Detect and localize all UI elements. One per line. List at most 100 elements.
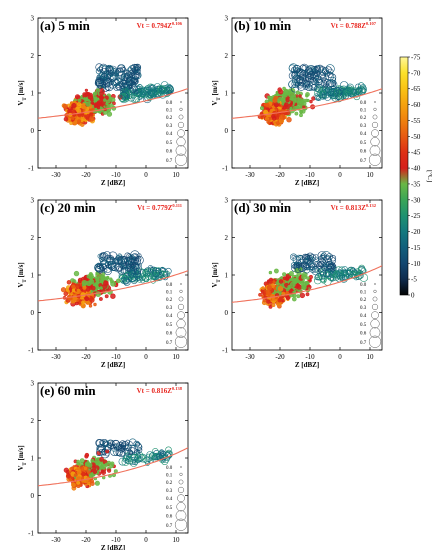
data-point: [79, 458, 85, 463]
data-point: [69, 121, 73, 125]
data-point: [146, 83, 155, 93]
data-point: [76, 469, 82, 475]
data-point: [323, 262, 328, 268]
data-point: [143, 270, 150, 277]
data-point: [294, 111, 299, 116]
size-legend-circle: [176, 319, 186, 329]
data-point: [258, 293, 262, 297]
data-point: [157, 85, 165, 93]
data-point: [118, 272, 126, 279]
data-point: [299, 79, 306, 86]
data-point: [313, 256, 319, 262]
data-point: [158, 450, 164, 456]
y-tick-label: 0: [225, 309, 229, 317]
size-legend-label: 0.0: [166, 101, 173, 106]
y-tick-label: 1: [31, 272, 35, 280]
data-point: [329, 254, 337, 262]
data-point: [355, 83, 361, 90]
size-legend-label: 0.6: [360, 150, 367, 155]
data-point: [350, 88, 357, 95]
data-point: [164, 451, 171, 458]
data-point: [302, 253, 309, 261]
data-point: [279, 114, 285, 120]
data-point: [297, 100, 302, 106]
y-tick-label: 2: [225, 52, 229, 60]
data-point: [306, 276, 310, 280]
x-axis-label: Z [dBZ]: [295, 361, 319, 369]
data-point: [118, 444, 125, 452]
data-point: [94, 480, 100, 486]
data-point: [294, 261, 300, 268]
data-point: [117, 64, 126, 73]
y-tick-label: -1: [222, 165, 228, 173]
fit-curve: [38, 88, 188, 119]
data-point: [165, 446, 172, 453]
data-point: [296, 294, 301, 299]
data-point: [123, 448, 131, 456]
data-point: [129, 254, 135, 260]
data-point: [62, 103, 68, 109]
size-legend-circle: [175, 145, 187, 156]
y-tick-label: 1: [31, 455, 35, 463]
y-tick-label: 2: [225, 234, 229, 242]
data-point: [167, 89, 172, 94]
y-tick-label: 1: [31, 90, 35, 98]
data-point: [282, 272, 287, 277]
size-legend-circle: [178, 114, 184, 120]
colorbar-tick-label: -5: [411, 276, 417, 284]
data-point: [77, 279, 82, 284]
y-tick-label: 2: [31, 417, 35, 425]
data-point: [93, 302, 97, 307]
panel-title: (c) 20 min: [40, 200, 96, 215]
fit-equation: Vt = 0.788Z0.107: [331, 21, 377, 30]
data-point: [290, 84, 300, 93]
size-legend-label: 0.1: [166, 473, 173, 478]
data-point: [136, 447, 143, 453]
data-point: [76, 480, 81, 485]
data-point: [292, 296, 297, 302]
size-legend-circle: [175, 327, 187, 338]
data-point: [134, 270, 140, 275]
colorbar-tick-label: -55: [411, 117, 421, 125]
data-point: [308, 81, 313, 87]
data-point: [148, 266, 155, 273]
data-point: [269, 280, 273, 285]
data-point: [92, 91, 98, 96]
data-point: [288, 271, 294, 277]
data-point: [105, 66, 111, 72]
size-legend-label: 0.5: [166, 141, 173, 146]
data-point: [99, 91, 104, 96]
data-point: [315, 272, 323, 281]
data-point: [321, 80, 328, 87]
data-point: [297, 262, 307, 272]
data-point: [95, 63, 103, 71]
data-point: [320, 253, 326, 258]
y-tick-label: 0: [225, 127, 229, 135]
data-point: [103, 251, 111, 259]
size-legend-circle: [179, 472, 183, 476]
panel-title: (b) 10 min: [234, 18, 292, 33]
data-point: [65, 473, 71, 479]
data-point: [135, 276, 141, 281]
data-point: [309, 254, 317, 262]
data-point: [265, 289, 271, 295]
data-point: [296, 254, 302, 261]
data-point: [98, 273, 104, 279]
plot-area: [232, 250, 382, 309]
size-legend-label: 0.3: [166, 489, 173, 494]
data-point: [319, 274, 328, 283]
data-point: [104, 261, 112, 269]
data-point: [74, 301, 79, 306]
size-legend-circle: [180, 466, 182, 468]
data-point: [136, 84, 143, 90]
y-tick-label: 3: [225, 197, 229, 205]
fit-equation: Vt = 0.779Z0.111: [137, 203, 183, 212]
data-point: [273, 102, 279, 108]
data-point: [330, 77, 337, 84]
data-point: [147, 455, 153, 461]
size-legend-label: 0.6: [166, 332, 173, 337]
size-legend-circle: [371, 303, 379, 311]
x-tick-label: -20: [275, 171, 285, 179]
data-point: [272, 97, 278, 103]
